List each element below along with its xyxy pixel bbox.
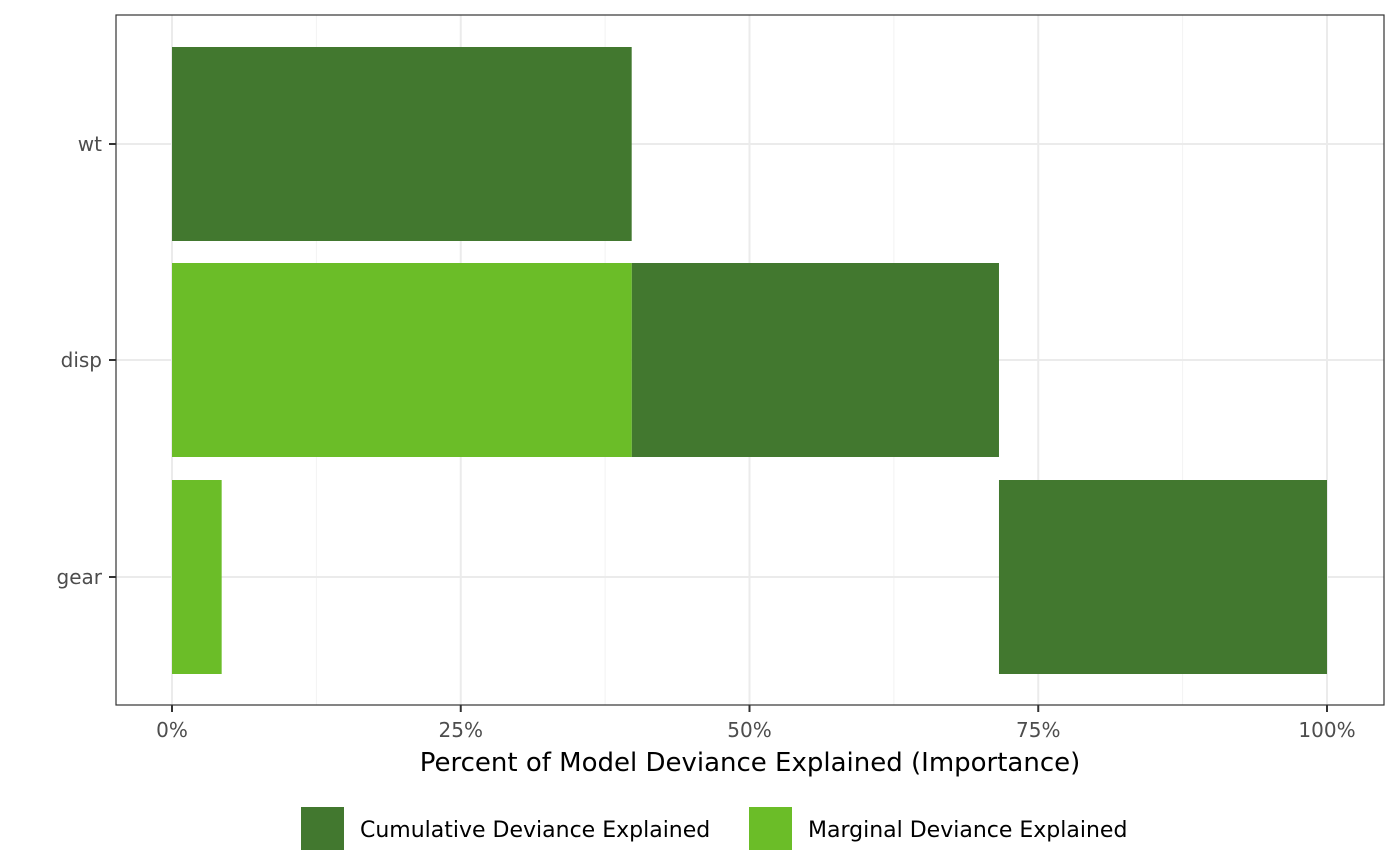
bar-gear-cumulative [998,480,1327,674]
x-axis: 0% 25% 50% 75% 100% [156,705,1356,742]
x-tick-label: 75% [1016,718,1060,742]
bar-disp-marginal [172,263,632,457]
x-tick-label: 50% [727,718,771,742]
bar-wt-cumulative [172,47,632,241]
x-tick-label: 25% [439,718,483,742]
legend: Cumulative Deviance Explained Marginal De… [301,807,1127,850]
y-tick-label: disp [61,348,102,372]
x-axis-title: Percent of Model Deviance Explained (Imp… [420,748,1081,778]
y-tick-label: wt [78,132,102,156]
legend-key [749,807,792,850]
bar-gear-marginal [172,480,222,674]
x-tick-label: 0% [156,718,188,742]
legend-key [301,807,344,850]
bars [172,47,1327,674]
bar-disp-cumulative [631,263,999,457]
y-axis: wt disp gear [57,132,116,589]
x-tick-label: 100% [1298,718,1355,742]
y-tick-label: gear [57,565,103,589]
legend-label: Cumulative Deviance Explained [360,818,710,843]
legend-label: Marginal Deviance Explained [808,818,1127,843]
